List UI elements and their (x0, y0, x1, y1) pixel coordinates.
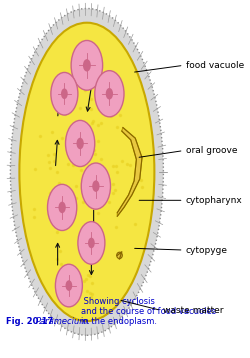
Circle shape (55, 264, 82, 307)
Circle shape (88, 238, 94, 248)
Circle shape (61, 88, 68, 99)
Text: Fig. 20.17.: Fig. 20.17. (6, 318, 56, 326)
Text: Showing cyclosis
and the course of food vacuoles
in the endoplasm.: Showing cyclosis and the course of food … (81, 297, 216, 326)
Circle shape (94, 71, 124, 117)
Circle shape (71, 40, 102, 90)
Circle shape (82, 59, 90, 72)
Circle shape (76, 138, 84, 149)
Polygon shape (117, 127, 141, 216)
Ellipse shape (19, 23, 154, 321)
Circle shape (58, 202, 66, 213)
Text: cytopharynx: cytopharynx (185, 196, 242, 205)
Ellipse shape (10, 9, 163, 335)
Text: oral groove: oral groove (185, 146, 236, 155)
Circle shape (92, 180, 99, 192)
Circle shape (105, 88, 112, 100)
Text: Paramecium.: Paramecium. (36, 318, 91, 326)
Text: waste matter: waste matter (163, 306, 223, 315)
Circle shape (65, 120, 94, 166)
Circle shape (78, 222, 104, 264)
Text: cytopyge: cytopyge (185, 246, 227, 255)
Ellipse shape (116, 252, 122, 258)
Circle shape (65, 280, 72, 291)
Circle shape (47, 184, 76, 231)
Circle shape (81, 163, 110, 209)
Text: food vacuole: food vacuole (185, 61, 243, 70)
Circle shape (51, 72, 78, 115)
